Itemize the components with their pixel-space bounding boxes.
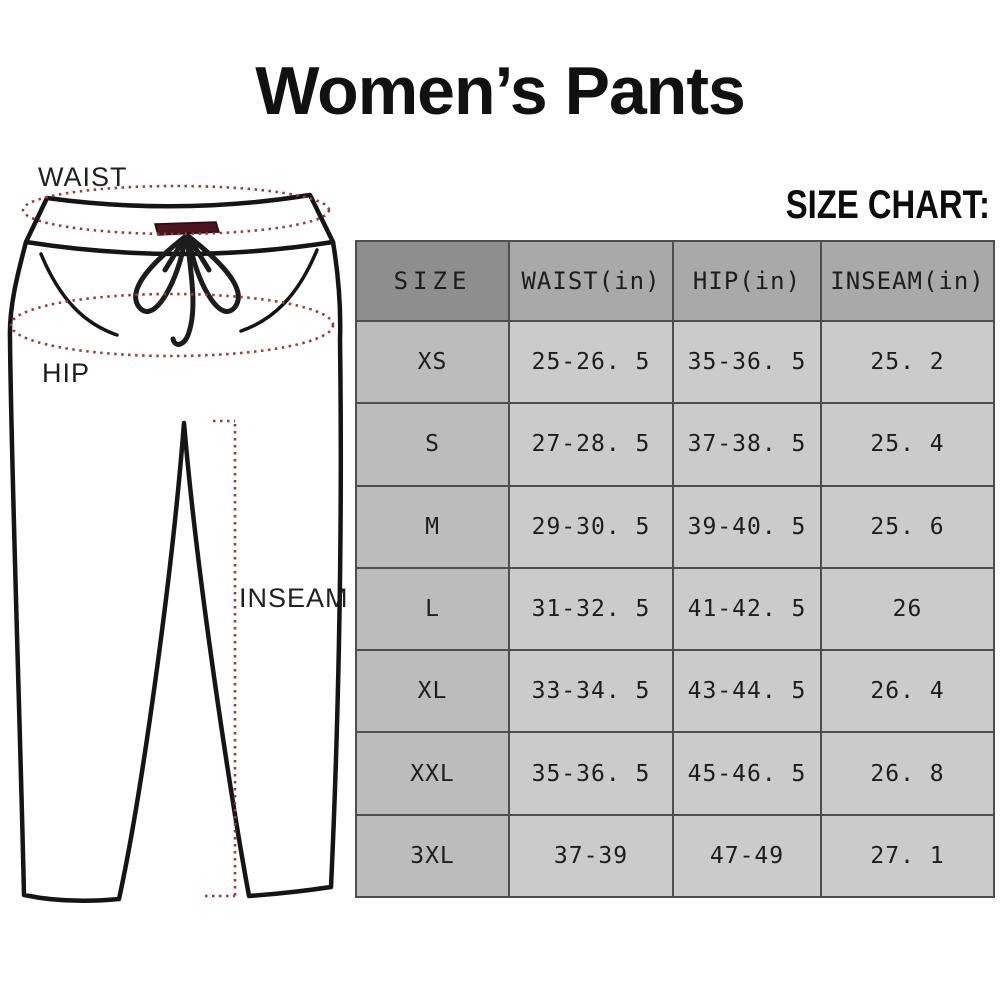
hip-cell: 47-49 bbox=[672, 813, 822, 899]
drawstring-tail bbox=[170, 235, 196, 347]
column-header-waist: WAIST(in) bbox=[508, 240, 674, 322]
column-header-size: SIZE bbox=[355, 240, 510, 322]
hip-cell: 43-44. 5 bbox=[672, 649, 822, 734]
hip-cell: 45-46. 5 bbox=[672, 731, 822, 816]
page-title: Women’s Pants bbox=[255, 53, 746, 129]
table-header-row: SIZE WAIST(in) HIP(in) INSEAM(in) bbox=[355, 240, 995, 322]
hip-cell: 41-42. 5 bbox=[672, 566, 822, 652]
waist-cell: 27-28. 5 bbox=[508, 402, 674, 487]
size-cell: XXL bbox=[355, 731, 510, 816]
table-row-l: L 31-32. 5 41-42. 5 26 bbox=[355, 566, 995, 652]
waist-cell: 25-26. 5 bbox=[508, 319, 674, 405]
inseam-measure-line bbox=[205, 419, 237, 898]
waist-cell: 29-30. 5 bbox=[508, 484, 674, 569]
waist-label: WAIST bbox=[38, 162, 128, 192]
inseam-cell: 26 bbox=[820, 566, 995, 652]
inseam-cell: 25. 6 bbox=[820, 484, 995, 569]
table-row-3xl: 3XL 37-39 47-49 27. 1 bbox=[355, 813, 995, 899]
drawstring-right-loop bbox=[185, 233, 241, 314]
pants-outline bbox=[7, 192, 344, 904]
inseam-cell: 25. 4 bbox=[820, 402, 995, 487]
hip-measure-ellipse bbox=[9, 292, 335, 358]
size-cell: L bbox=[355, 566, 510, 652]
waist-measure-ellipse bbox=[21, 184, 331, 236]
table-row-s: S 27-28. 5 37-38. 5 25. 4 bbox=[355, 402, 995, 487]
drawstring-right-strand bbox=[185, 233, 212, 273]
waist-cell: 33-34. 5 bbox=[508, 649, 674, 734]
pants-measurement-diagram: WAIST HIP INSEAM bbox=[7, 162, 349, 904]
column-header-inseam: INSEAM(in) bbox=[820, 240, 995, 322]
inseam-cell: 27. 1 bbox=[820, 813, 995, 899]
table-row-xl: XL 33-34. 5 43-44. 5 26. 4 bbox=[355, 649, 995, 734]
column-header-hip: HIP(in) bbox=[672, 240, 822, 322]
drawstring-left-loop bbox=[133, 233, 189, 314]
size-cell: XS bbox=[355, 319, 510, 405]
size-cell: XL bbox=[355, 649, 510, 734]
drawstring-bar bbox=[154, 221, 220, 236]
size-cell: S bbox=[355, 402, 510, 487]
waist-cell: 35-36. 5 bbox=[508, 731, 674, 816]
right-pocket-seam bbox=[239, 248, 319, 333]
size-cell: 3XL bbox=[355, 813, 510, 899]
inseam-cell: 25. 2 bbox=[820, 319, 995, 405]
drawstring-left-strand bbox=[162, 233, 189, 273]
table-row-m: M 29-30. 5 39-40. 5 25. 6 bbox=[355, 484, 995, 569]
table-row-xxl: XXL 35-36. 5 45-46. 5 26. 8 bbox=[355, 731, 995, 816]
left-pocket-seam bbox=[39, 252, 119, 337]
inseam-cell: 26. 4 bbox=[820, 649, 995, 734]
size-cell: M bbox=[355, 484, 510, 569]
hip-cell: 37-38. 5 bbox=[672, 402, 822, 487]
hip-cell: 39-40. 5 bbox=[672, 484, 822, 569]
size-chart-table: SIZE WAIST(in) HIP(in) INSEAM(in) XS 25-… bbox=[355, 240, 995, 899]
waist-cell: 37-39 bbox=[508, 813, 674, 899]
hip-cell: 35-36. 5 bbox=[672, 319, 822, 405]
size-chart-heading: SIZE CHART: bbox=[785, 183, 990, 227]
inseam-label: INSEAM bbox=[239, 583, 349, 613]
inseam-cell: 26. 8 bbox=[820, 731, 995, 816]
table-row-xs: XS 25-26. 5 35-36. 5 25. 2 bbox=[355, 319, 995, 405]
waist-cell: 31-32. 5 bbox=[508, 566, 674, 652]
hip-label: HIP bbox=[42, 358, 90, 388]
